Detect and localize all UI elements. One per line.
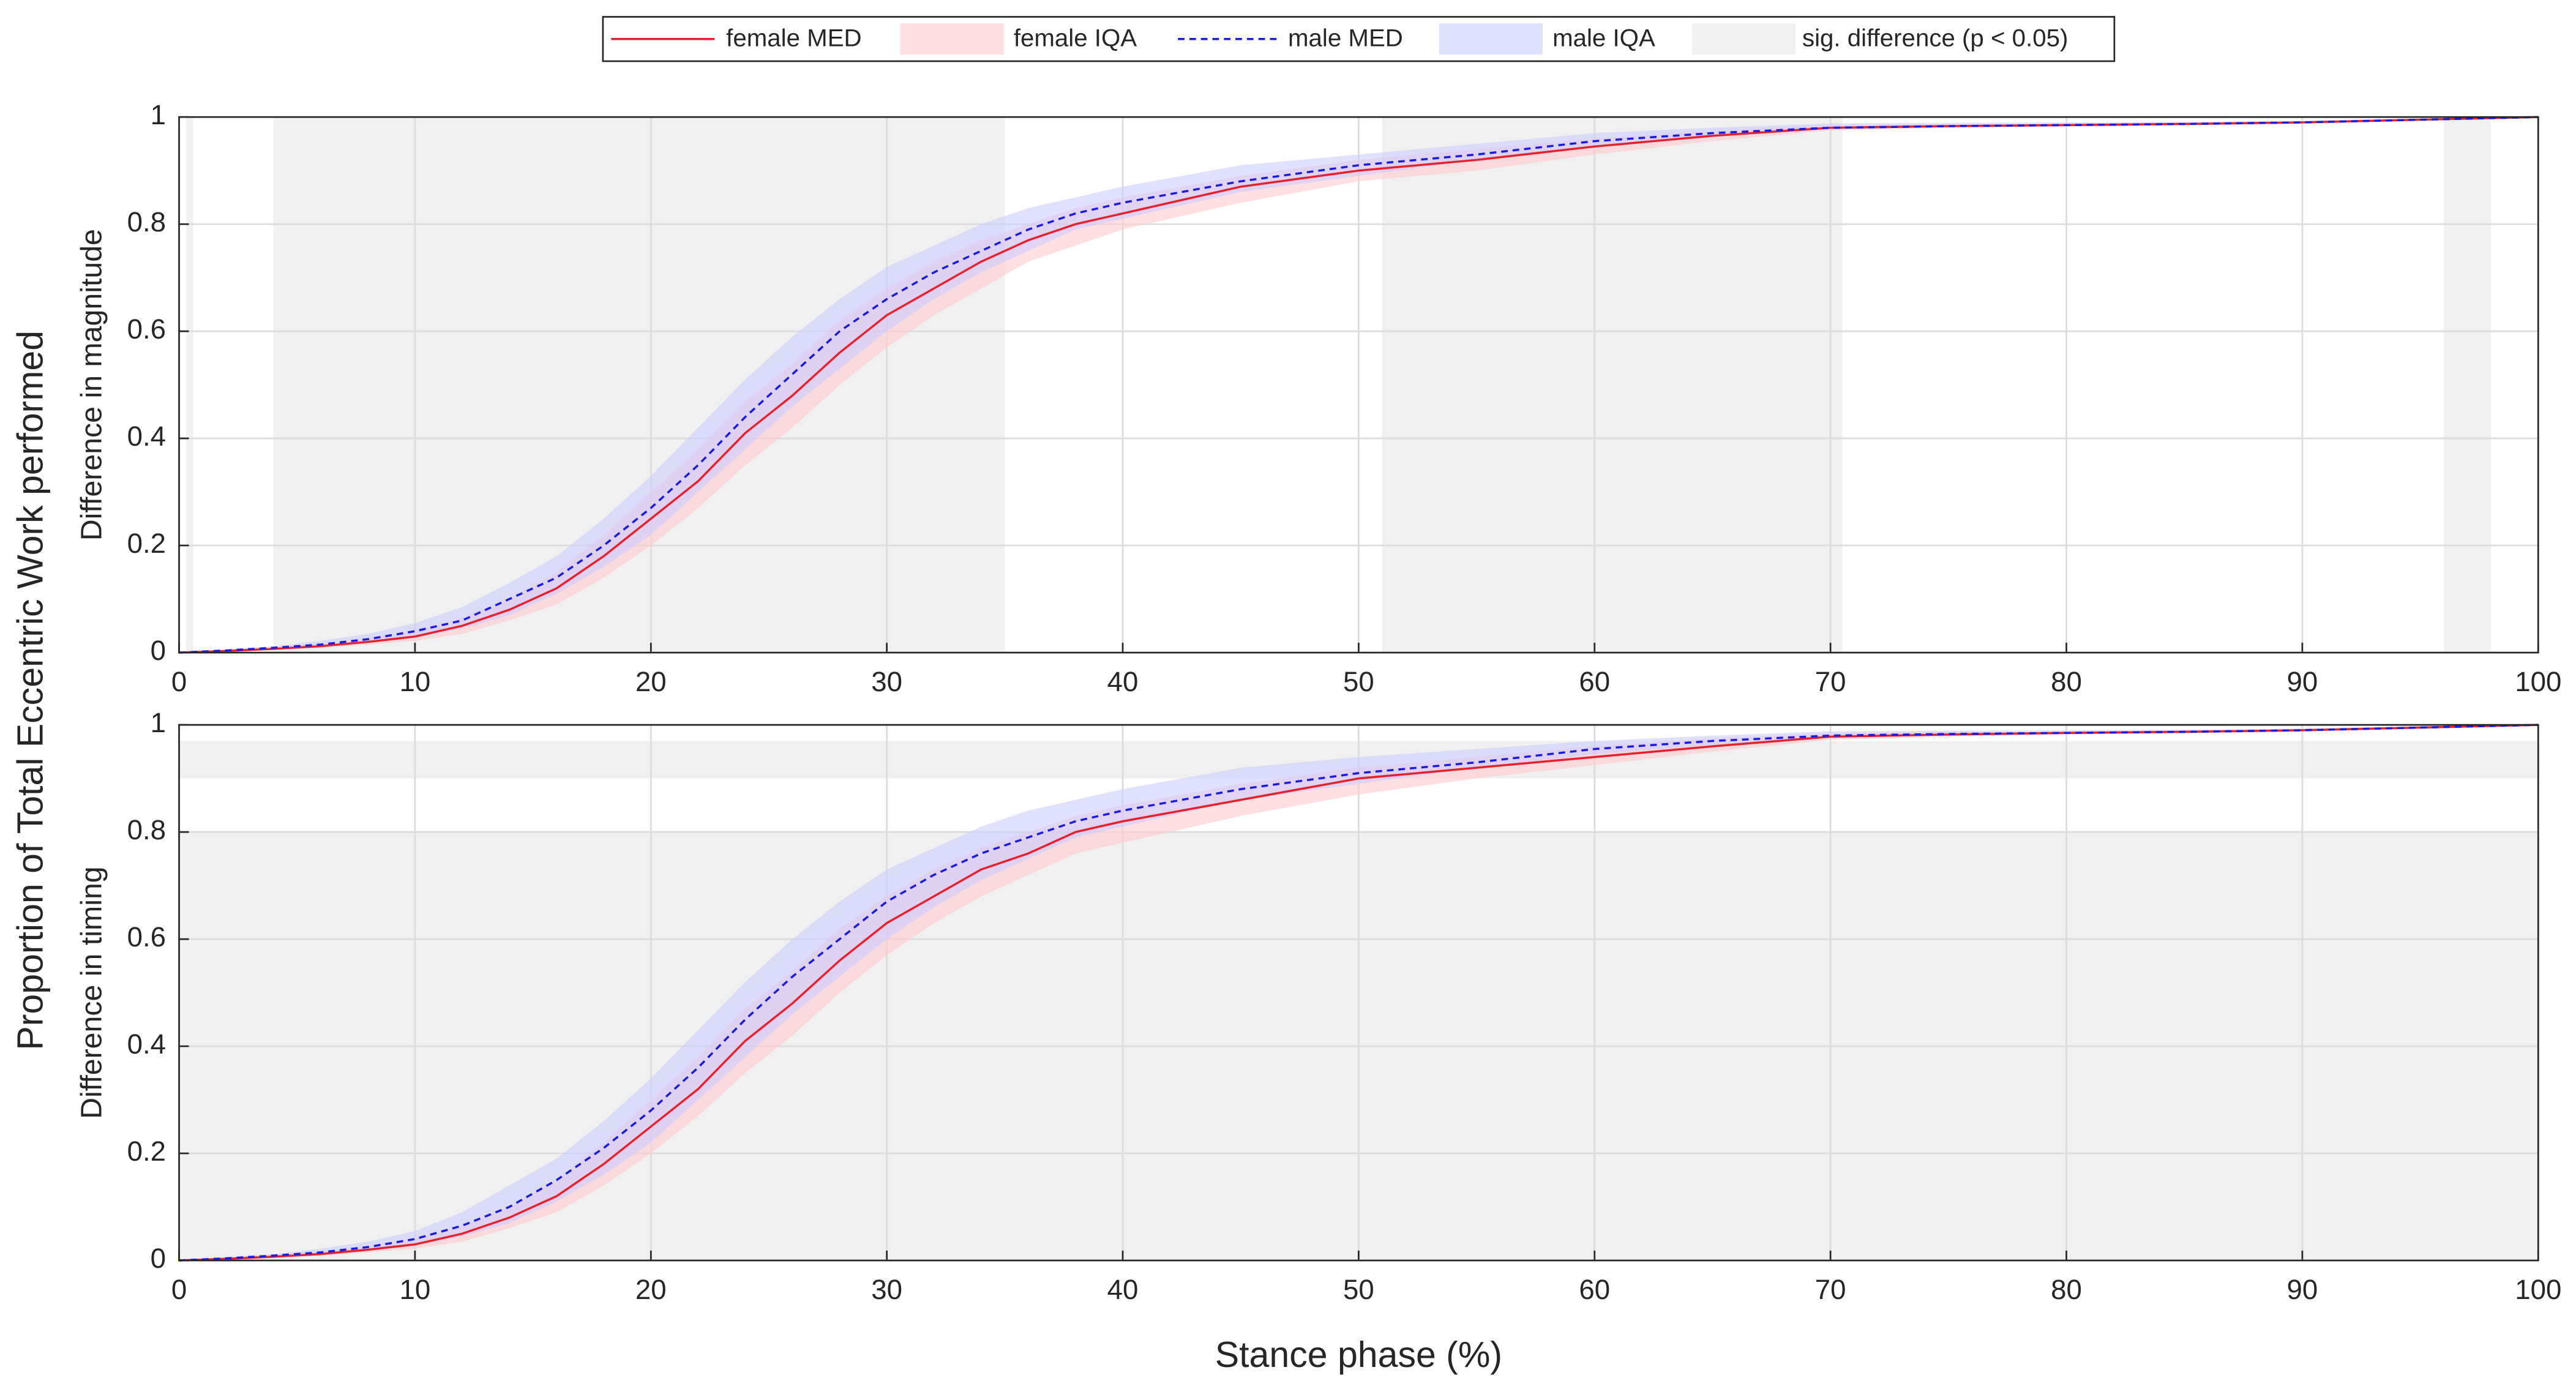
y-tick-label: 0.6 — [127, 921, 166, 953]
x-tick-label: 10 — [400, 1274, 431, 1305]
x-axis-label: Stance phase (%) — [1215, 1335, 1502, 1375]
x-tick-label: 10 — [400, 666, 431, 697]
x-tick-label: 90 — [2287, 1274, 2318, 1305]
legend-label: sig. difference (p < 0.05) — [1802, 24, 2068, 52]
y-tick-label: 1 — [151, 707, 166, 738]
x-tick-label: 0 — [171, 666, 187, 697]
legend-patch — [900, 23, 1004, 55]
subplot-y-label: Difference in timing — [75, 866, 108, 1119]
sig-region — [2444, 117, 2492, 653]
axes-box — [178, 116, 2539, 654]
y-tick-label: 0.6 — [127, 313, 166, 345]
x-tick-label: 30 — [871, 1274, 902, 1305]
legend-box — [602, 16, 2116, 62]
subplot-y-label: Difference in magnitude — [75, 229, 108, 541]
x-tick-label: 80 — [2051, 1274, 2082, 1305]
x-tick-label: 100 — [2515, 666, 2561, 697]
x-tick-label: 40 — [1107, 666, 1139, 697]
y-tick-label: 0.4 — [127, 1028, 166, 1060]
x-tick-label: 20 — [635, 1274, 667, 1305]
legend-label: female IQA — [1014, 24, 1137, 52]
legend-patch — [1692, 23, 1796, 55]
axes-box — [178, 724, 2539, 1262]
x-tick-label: 70 — [1815, 1274, 1846, 1305]
y-tick-label: 0 — [151, 635, 166, 666]
y-tick-label: 0.8 — [127, 814, 166, 845]
y-tick-label: 0.2 — [127, 528, 166, 559]
x-tick-label: 60 — [1579, 666, 1610, 697]
y-tick-label: 0.4 — [127, 421, 166, 452]
legend-patch — [1439, 23, 1543, 55]
sig-region — [273, 117, 1005, 653]
x-tick-label: 70 — [1815, 666, 1846, 697]
x-tick-label: 90 — [2287, 666, 2318, 697]
x-tick-label: 80 — [2051, 666, 2082, 697]
y-tick-label: 0.8 — [127, 206, 166, 238]
x-tick-label: 100 — [2515, 1274, 2561, 1305]
x-tick-label: 0 — [171, 1274, 187, 1305]
y-axis-label: Proportion of Total Eccentric Work perfo… — [10, 331, 50, 1050]
sig-region — [186, 117, 193, 653]
x-tick-label: 40 — [1107, 1274, 1139, 1305]
x-tick-label: 60 — [1579, 1274, 1610, 1305]
sig-region — [1382, 117, 1843, 653]
x-tick-label: 50 — [1343, 1274, 1374, 1305]
x-tick-label: 20 — [635, 666, 667, 697]
median-line — [179, 724, 2539, 1262]
median-line — [179, 116, 2539, 654]
y-tick-label: 1 — [151, 99, 166, 130]
y-tick-label: 0.2 — [127, 1136, 166, 1167]
legend-label: male IQA — [1552, 24, 1655, 52]
x-tick-label: 30 — [871, 666, 902, 697]
legend-label: female MED — [726, 24, 861, 52]
y-tick-label: 0 — [151, 1243, 166, 1274]
x-tick-label: 50 — [1343, 666, 1374, 697]
legend-label: male MED — [1288, 24, 1403, 52]
